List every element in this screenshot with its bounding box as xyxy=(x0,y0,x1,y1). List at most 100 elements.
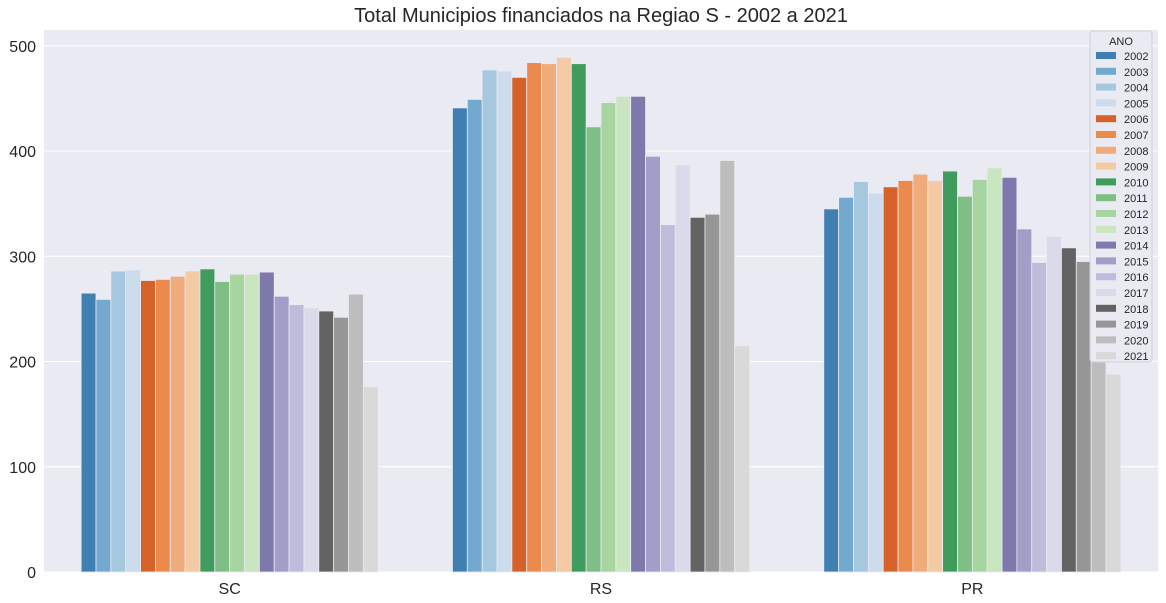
chart-title: Total Municipios financiados na Regiao S… xyxy=(354,5,848,27)
y-tick-label: 100 xyxy=(9,460,36,477)
bar xyxy=(986,167,1003,573)
legend-label: 2009 xyxy=(1124,162,1148,174)
x-tick-label: SC xyxy=(219,581,241,598)
bar xyxy=(214,281,231,573)
x-tick-label: PR xyxy=(961,581,983,598)
bar xyxy=(630,95,646,573)
bar xyxy=(140,280,156,573)
bar xyxy=(838,196,854,573)
bar xyxy=(867,192,884,573)
legend: ANO 2002 2003 2004 2005 2006 2007 2008 2009 2010… xyxy=(1089,30,1153,363)
legend-label: 2010 xyxy=(1124,177,1148,189)
bar xyxy=(971,179,988,573)
bar xyxy=(600,102,617,573)
bar xyxy=(823,208,840,573)
bar xyxy=(303,307,320,573)
legend-swatch xyxy=(1096,320,1116,328)
bar xyxy=(348,293,364,573)
bar xyxy=(258,271,275,573)
legend-swatch xyxy=(1096,52,1116,59)
bar xyxy=(660,224,676,573)
legend-swatch xyxy=(1096,304,1116,312)
y-tick-label: 200 xyxy=(9,355,36,372)
bar xyxy=(526,62,542,573)
bar xyxy=(719,160,736,573)
legend-label: 2011 xyxy=(1124,193,1148,205)
legend-label: 2006 xyxy=(1124,114,1148,126)
bar xyxy=(1031,262,1048,573)
bar xyxy=(615,95,632,573)
legend-label: 2007 xyxy=(1124,130,1148,142)
bar xyxy=(496,70,513,573)
bar xyxy=(897,180,914,573)
bar xyxy=(333,316,349,573)
bar xyxy=(229,273,245,573)
legend-items: 2002 2003 2004 2005 2006 2007 2008 2009 2010 2011… xyxy=(1096,51,1148,363)
bar xyxy=(318,310,335,573)
bar xyxy=(927,180,944,573)
bar xyxy=(273,295,290,573)
bar xyxy=(511,76,528,573)
legend-label: 2019 xyxy=(1124,320,1148,332)
bar xyxy=(689,216,706,573)
bar xyxy=(1075,261,1092,573)
legend-label: 2021 xyxy=(1124,351,1148,363)
legend-label: 2005 xyxy=(1124,98,1148,110)
bar xyxy=(734,345,750,573)
bar xyxy=(95,299,112,573)
bar xyxy=(1001,176,1018,573)
legend-swatch xyxy=(1096,241,1116,249)
bar xyxy=(184,270,201,573)
legend-swatch xyxy=(1096,83,1116,91)
bar xyxy=(244,273,260,573)
bar xyxy=(1061,247,1077,573)
legend-label: 2014 xyxy=(1124,241,1148,253)
y-tick-label: 500 xyxy=(9,39,36,56)
bar xyxy=(1046,235,1062,573)
legend-swatch xyxy=(1096,67,1116,75)
bar xyxy=(645,155,661,573)
bar xyxy=(466,99,483,573)
legend-swatch xyxy=(1096,99,1116,107)
bar xyxy=(452,107,468,573)
legend-label: 2004 xyxy=(1124,83,1148,95)
legend-label: 2003 xyxy=(1124,67,1148,79)
legend-swatch xyxy=(1096,273,1116,281)
legend-label: 2018 xyxy=(1124,304,1148,316)
legend-swatch xyxy=(1096,210,1116,217)
legend-swatch xyxy=(1096,194,1116,202)
bar xyxy=(481,69,498,573)
bar xyxy=(957,195,973,573)
legend-label: 2013 xyxy=(1124,225,1148,237)
bar xyxy=(882,186,899,573)
bar xyxy=(199,268,216,573)
bar xyxy=(942,170,958,573)
bar xyxy=(674,164,691,573)
legend-label: 2012 xyxy=(1124,209,1148,221)
bar xyxy=(110,270,127,573)
bar xyxy=(80,292,97,573)
legend-label: 2008 xyxy=(1124,146,1148,158)
bar xyxy=(288,304,305,573)
legend-swatch xyxy=(1096,352,1116,360)
y-axis: 0 100 200 300 400 500 xyxy=(9,39,36,582)
bar xyxy=(169,275,186,573)
x-axis: SC RS PR xyxy=(219,581,984,598)
bar xyxy=(154,279,171,573)
legend-swatch xyxy=(1096,225,1116,233)
legend-swatch xyxy=(1096,162,1116,170)
bar xyxy=(704,213,721,573)
legend-swatch xyxy=(1096,257,1116,265)
bar xyxy=(541,63,557,573)
x-tick-label: RS xyxy=(590,581,612,598)
legend-label: 2002 xyxy=(1124,51,1148,63)
legend-label: 2015 xyxy=(1124,256,1148,268)
legend-swatch xyxy=(1096,146,1116,154)
y-tick-label: 400 xyxy=(9,144,36,161)
legend-label: 2017 xyxy=(1124,288,1148,300)
bar xyxy=(585,126,602,573)
bar xyxy=(556,56,572,573)
bar xyxy=(1105,373,1122,573)
legend-swatch xyxy=(1096,336,1116,344)
